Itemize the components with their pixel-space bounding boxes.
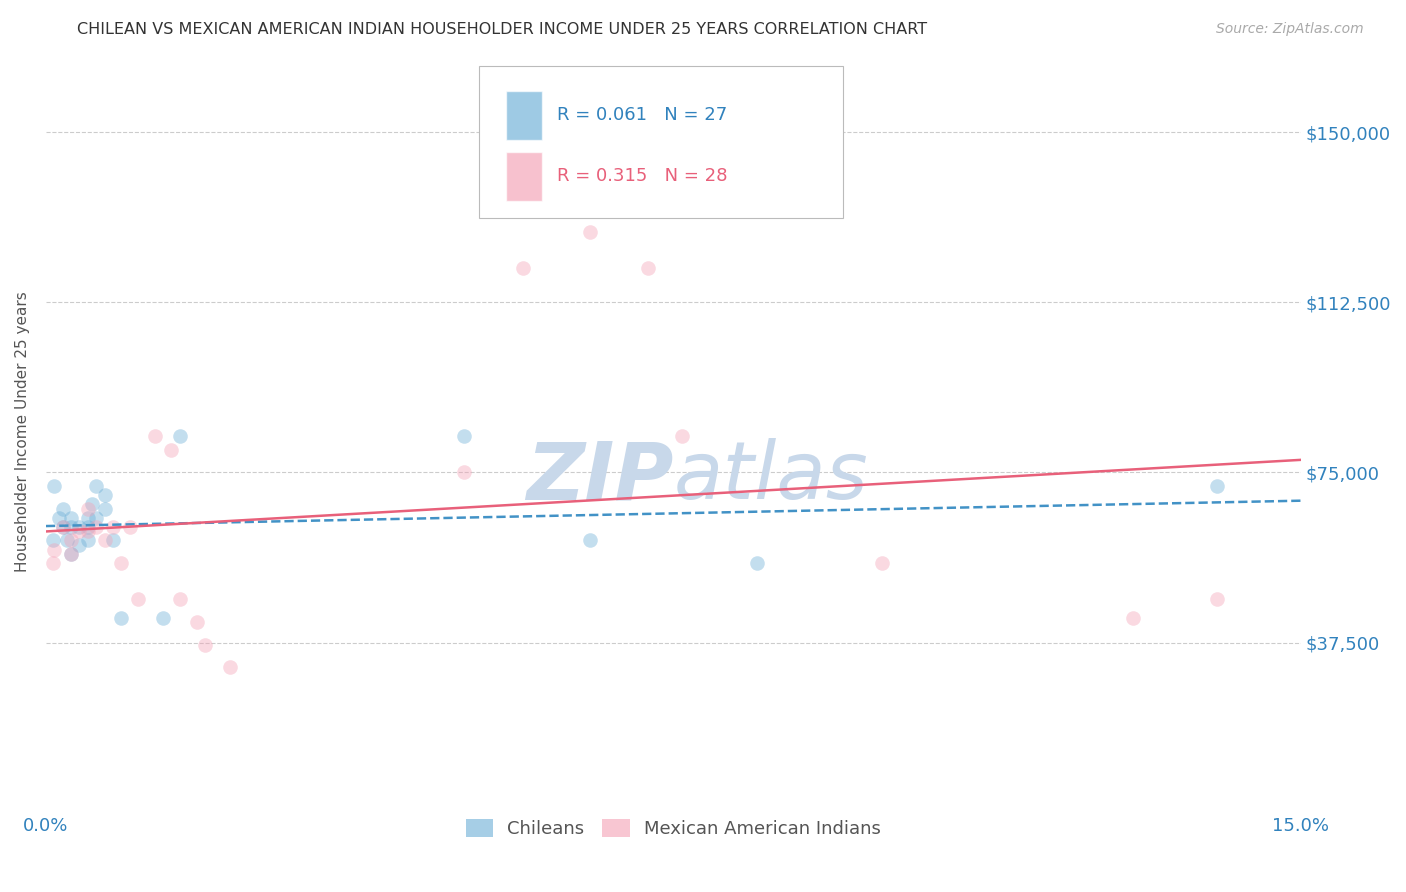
Point: [152, 610, 174, 624]
Point: [41, 533, 63, 548]
Point: [48, 510, 70, 524]
Point: [67, 538, 90, 552]
Point: [1206, 479, 1229, 493]
Point: [60, 520, 83, 534]
Bar: [506, 152, 541, 202]
Point: [1122, 610, 1144, 624]
Point: [578, 533, 600, 548]
Point: [52, 520, 75, 534]
Point: [118, 520, 141, 534]
Point: [76, 520, 98, 534]
FancyBboxPatch shape: [479, 66, 842, 219]
Point: [219, 660, 242, 674]
Point: [56, 533, 79, 548]
Point: [84, 479, 107, 493]
Point: [169, 429, 191, 443]
Point: [52, 501, 75, 516]
Point: [76, 533, 98, 548]
Point: [93, 488, 115, 502]
Point: [453, 429, 475, 443]
Text: R = 0.061   N = 27: R = 0.061 N = 27: [557, 106, 727, 125]
Point: [101, 533, 124, 548]
Point: [127, 592, 149, 607]
Point: [67, 520, 90, 534]
Point: [44, 542, 66, 557]
Point: [76, 501, 98, 516]
Point: [76, 510, 98, 524]
Point: [93, 533, 115, 548]
Point: [60, 533, 83, 548]
Point: [67, 524, 90, 539]
Point: [169, 592, 191, 607]
Point: [41, 556, 63, 570]
Point: [60, 547, 83, 561]
Text: CHILEAN VS MEXICAN AMERICAN INDIAN HOUSEHOLDER INCOME UNDER 25 YEARS CORRELATION: CHILEAN VS MEXICAN AMERICAN INDIAN HOUSE…: [77, 22, 928, 37]
Legend: Chileans, Mexican American Indians: Chileans, Mexican American Indians: [458, 812, 889, 846]
Point: [453, 466, 475, 480]
Text: ZIP: ZIP: [526, 438, 673, 516]
Point: [671, 429, 693, 443]
Point: [512, 261, 534, 276]
Point: [110, 610, 132, 624]
Text: Source: ZipAtlas.com: Source: ZipAtlas.com: [1216, 22, 1364, 37]
Point: [84, 510, 107, 524]
Point: [80, 497, 103, 511]
Point: [637, 261, 659, 276]
Point: [60, 547, 83, 561]
Point: [76, 524, 98, 539]
Point: [160, 442, 183, 457]
Point: [578, 225, 600, 239]
Text: atlas: atlas: [673, 438, 868, 516]
Text: R = 0.315   N = 28: R = 0.315 N = 28: [557, 168, 727, 186]
Point: [186, 615, 208, 629]
Point: [872, 556, 894, 570]
Point: [110, 556, 132, 570]
Point: [745, 556, 768, 570]
Bar: [506, 91, 541, 140]
Y-axis label: Householder Income Under 25 years: Householder Income Under 25 years: [15, 292, 30, 572]
Point: [60, 510, 83, 524]
Point: [1206, 592, 1229, 607]
Point: [52, 520, 75, 534]
Point: [84, 520, 107, 534]
Point: [143, 429, 166, 443]
Point: [44, 479, 66, 493]
Point: [93, 501, 115, 516]
Point: [194, 638, 217, 652]
Point: [101, 520, 124, 534]
